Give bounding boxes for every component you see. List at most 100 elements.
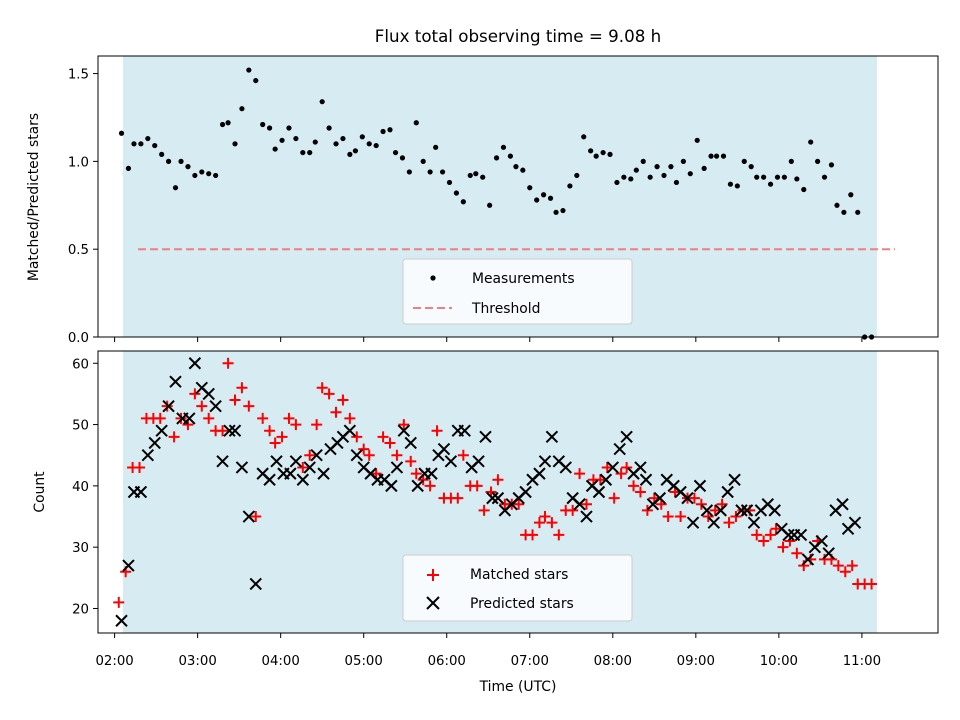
predicted-star-point [216,455,229,468]
measurement-point [654,164,660,170]
matched-star-point [410,468,422,480]
predicted-star-point [592,485,606,499]
predicted-star-point [411,479,424,493]
matched-star-points [113,357,878,608]
predicted-star-point [350,449,363,462]
predicted-star-point [303,461,316,474]
measurement-point [701,165,707,171]
count-legend: Matched stars Predicted stars [402,554,633,622]
predicted-star-point [801,553,815,566]
matched-star-point [358,443,370,455]
matched-star-point [405,455,417,467]
matched-star-point [533,517,545,529]
chart-title: Flux total observing time = 9.08 h [375,26,661,46]
measurement-point [581,134,587,140]
matched-star-point [567,504,579,516]
legend-measurements-label: Measurements [472,271,575,287]
matched-star-point [290,419,302,431]
measurement-point [131,141,137,147]
measurement-point [178,158,184,164]
measurement-point [848,192,854,198]
matched-star-point [539,511,551,523]
measurement-point [687,171,693,177]
measurement-point [340,135,346,142]
matched-star-point [777,541,789,553]
matched-star-point [384,437,396,449]
x-tick-label: 07:00 [511,654,549,669]
measurement-point [668,164,674,170]
measurement-point [380,128,386,135]
measurement-point [841,209,847,215]
measurement-point [727,181,734,187]
measurement-point [266,125,273,131]
matched-star-point [168,431,180,443]
predicted-star-point [693,479,707,493]
predicted-star-point [472,455,485,468]
measurement-point [326,125,332,131]
x-tick-label: 08:00 [594,654,632,669]
measurement-point [286,125,292,131]
predicted-star-point [479,430,492,444]
measurement-point [279,137,285,143]
matched-star-point [229,394,241,406]
predicted-star-point [228,424,242,437]
measurement-point [600,149,606,156]
matched-star-point [391,449,403,461]
measurement-point [307,149,313,156]
matched-star-point [330,406,342,418]
measurement-point [260,121,266,128]
matched-star-point [839,566,851,578]
measurement-point [467,172,473,179]
matched-star-point [283,412,295,424]
measurement-point [673,179,680,186]
measurement-point [640,158,646,164]
predicted-star-point [404,436,417,450]
matched-star-point [217,425,229,437]
x-tick-label: 06:00 [428,654,466,669]
measurement-point [513,164,519,170]
measurement-points [118,67,875,340]
y-tick-label: 1.0 [68,155,89,170]
predicted-star-point [782,528,795,542]
measurement-point [413,120,419,126]
x-tick-label: 02:00 [95,654,133,669]
predicted-star-point [681,491,694,505]
measurement-point [794,176,800,182]
matched-star-point [189,388,201,400]
predicted-star-point [573,498,586,511]
predicted-star-point [188,357,202,370]
matched-star-point [866,578,878,590]
count-panel: 20 30 40 50 60 02:00 03:00 04:00 05:00 06:00 07:0… [32,350,939,695]
y-tick-label: 30 [72,541,89,556]
predicted-star-point [700,504,714,517]
x-axis-label: Time (UTC) [479,679,557,695]
matched-star-point [581,498,593,510]
measurement-point [567,183,573,189]
predicted-star-point [491,491,505,505]
measurement-point [232,141,238,147]
measurement-point [534,197,540,203]
predicted-star-point [606,461,620,474]
measurement-point [239,106,245,112]
matched-star-point [203,412,215,424]
matched-star-point [250,511,262,523]
matched-star-point [513,498,525,510]
legend-matched-marker [427,569,439,581]
measurement-point [225,120,231,126]
measurement-point [487,202,493,208]
measurement-point [828,162,835,168]
ratio-x-ticks [114,337,863,342]
measurement-point [347,151,353,157]
measurement-point [138,141,144,147]
measurement-point [118,130,125,136]
measurement-point [553,209,559,215]
y-tick-label: 60 [72,357,89,372]
matched-star-point [832,560,844,572]
matched-star-point [264,425,276,437]
matched-star-point [344,412,356,424]
predicted-star-point [620,430,633,444]
predicted-star-point [538,455,552,468]
predicted-star-point [284,467,297,480]
matched-star-point [297,461,309,473]
matched-star-point [662,511,674,523]
